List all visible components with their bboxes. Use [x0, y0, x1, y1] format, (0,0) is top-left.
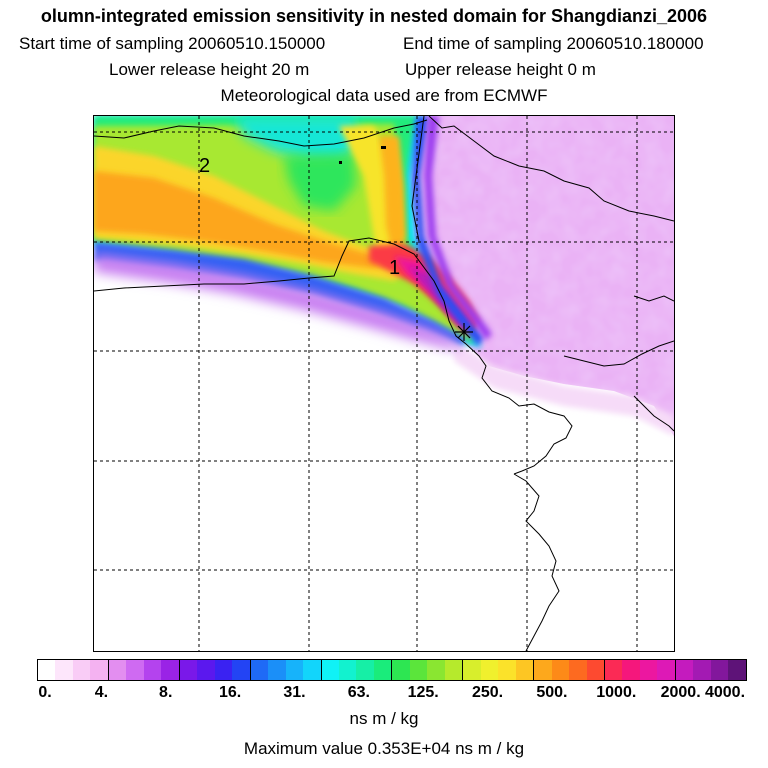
- cluster-label-1: 1: [389, 257, 400, 279]
- colorbar-segment: [373, 660, 393, 680]
- colorbar-segment: [622, 660, 640, 680]
- colorbar-segment: [515, 660, 535, 680]
- graticule: [94, 116, 674, 651]
- colorbar-segment: [693, 660, 711, 680]
- colorbar-segment: [38, 660, 56, 680]
- colorbar-segment: [72, 660, 91, 680]
- colorbar-tick-label: 0.: [38, 684, 52, 701]
- colorbar-segment: [285, 660, 304, 680]
- met-data-text: Meteorological data used are from ECMWF: [220, 86, 548, 105]
- colorbar-segment: [250, 660, 269, 680]
- colorbar-segment: [675, 660, 694, 680]
- colorbar-segment: [90, 660, 109, 680]
- colorbar-segment: [356, 660, 374, 680]
- colorbar-segment: [232, 660, 251, 680]
- colorbar-tick-label: 2000.: [660, 684, 701, 701]
- colorbar-segment: [409, 660, 428, 680]
- colorbar-segment: [463, 660, 481, 680]
- colorbar-segment: [480, 660, 499, 680]
- start-time-text: Start time of sampling 20060510.150000: [19, 34, 326, 53]
- colorbar-segment: [498, 660, 516, 680]
- colorbar-segment: [657, 660, 676, 680]
- colorbar-segment: [639, 660, 658, 680]
- coastline: [94, 116, 674, 651]
- colorbar-segment: [569, 660, 587, 680]
- colorbar-segment: [143, 660, 162, 680]
- colorbar-segment: [55, 660, 73, 680]
- colorbar-segment: [179, 660, 198, 680]
- island-mark: [381, 146, 386, 149]
- colorbar-tick-label: 250.: [471, 684, 504, 701]
- colorbar-segment: [605, 660, 623, 680]
- colorbar-segment: [268, 660, 286, 680]
- colorbar: [37, 659, 747, 681]
- colorbar-tick-label: 4.: [94, 684, 109, 701]
- sensitivity-map: 2 1: [93, 115, 675, 652]
- colorbar-segment: [586, 660, 605, 680]
- colorbar-tick-label: 16.: [218, 684, 242, 701]
- colorbar-segment: [197, 660, 215, 680]
- upper-height-text: Upper release height 0 m: [405, 60, 596, 79]
- island-mark: [339, 161, 342, 164]
- colorbar-tick-label: 63.: [347, 684, 370, 701]
- colorbar-tick-label: 500.: [536, 684, 568, 701]
- cluster-label-2: 2: [199, 155, 210, 177]
- colorbar-segment: [321, 660, 339, 680]
- colorbar-tick-label: 1000.: [596, 684, 637, 701]
- units-label: ns m / kg: [349, 709, 419, 728]
- end-time-text: End time of sampling 20060510.180000: [403, 34, 704, 53]
- plot-title: olumn-integrated emission sensitivity in…: [40, 6, 708, 26]
- high-sensitivity-plume: [94, 116, 492, 350]
- colorbar-segment: [338, 660, 357, 680]
- colorbar-segment: [444, 660, 464, 680]
- colorbar-segment: [728, 660, 746, 680]
- colorbar-segment: [710, 660, 729, 680]
- colorbar-segment: [427, 660, 445, 680]
- colorbar-tick-label: 8.: [159, 684, 173, 701]
- colorbar-tick-label: 31.: [283, 684, 306, 701]
- colorbar-segment: [214, 660, 233, 680]
- colorbar-segment: [534, 660, 552, 680]
- star-icon: [455, 323, 473, 341]
- colorbar-tick-label: 4000.: [704, 684, 746, 701]
- colorbar-segment: [551, 660, 570, 680]
- colorbar-segment: [126, 660, 144, 680]
- colorbar-segment: [392, 660, 410, 680]
- maximum-value-text: Maximum value 0.353E+04 ns m / kg: [243, 739, 525, 758]
- colorbar-segment: [108, 660, 127, 680]
- colorbar-tick-label: 125.: [407, 684, 439, 701]
- map-canvas: 2 1: [94, 116, 674, 651]
- lower-height-text: Lower release height 20 m: [109, 60, 310, 79]
- colorbar-segment: [303, 660, 322, 680]
- colorbar-segment: [161, 660, 180, 680]
